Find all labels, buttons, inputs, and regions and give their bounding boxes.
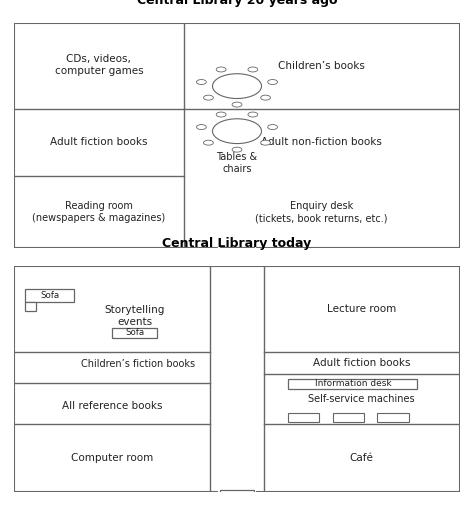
- Text: Self-service machines: Self-service machines: [309, 394, 415, 404]
- Text: Adult fiction books: Adult fiction books: [313, 358, 410, 368]
- Text: Sofa: Sofa: [40, 291, 59, 300]
- Text: Café: Café: [350, 453, 374, 463]
- Text: Children’s fiction books: Children’s fiction books: [81, 359, 195, 369]
- Text: Lecture room: Lecture room: [327, 304, 396, 314]
- Text: CDs, videos,
computer games: CDs, videos, computer games: [55, 54, 143, 75]
- Circle shape: [203, 140, 213, 145]
- Circle shape: [212, 119, 262, 143]
- Circle shape: [197, 124, 206, 130]
- Text: Storytelling
events: Storytelling events: [104, 305, 164, 327]
- Text: Tables &
chairs: Tables & chairs: [217, 152, 257, 174]
- Text: Reading room
(newspapers & magazines): Reading room (newspapers & magazines): [32, 202, 165, 223]
- Bar: [288, 413, 319, 422]
- Text: Computer room: Computer room: [71, 453, 154, 463]
- Circle shape: [261, 95, 271, 100]
- Circle shape: [248, 112, 258, 117]
- Text: Information desk: Information desk: [315, 379, 391, 389]
- Circle shape: [197, 79, 206, 84]
- Circle shape: [232, 102, 242, 107]
- Bar: [112, 328, 157, 338]
- Circle shape: [212, 74, 262, 98]
- Bar: [220, 490, 254, 494]
- Circle shape: [216, 67, 226, 72]
- Text: All reference books: All reference books: [62, 401, 163, 411]
- Circle shape: [261, 140, 271, 145]
- Text: Enquiry desk
(tickets, book returns, etc.): Enquiry desk (tickets, book returns, etc…: [255, 202, 388, 223]
- Bar: [25, 302, 36, 311]
- Circle shape: [268, 124, 277, 130]
- Circle shape: [216, 112, 226, 117]
- Circle shape: [248, 67, 258, 72]
- Text: Children’s books: Children’s books: [278, 61, 365, 71]
- Bar: [220, 247, 254, 251]
- Circle shape: [232, 147, 242, 152]
- Text: Central Library 20 years ago: Central Library 20 years ago: [137, 0, 337, 7]
- Circle shape: [203, 95, 213, 100]
- Bar: [377, 413, 409, 422]
- Text: Adult non-fiction books: Adult non-fiction books: [261, 137, 382, 147]
- Bar: [333, 413, 364, 422]
- Text: Adult fiction books: Adult fiction books: [50, 137, 147, 147]
- Text: Entrance: Entrance: [214, 271, 260, 281]
- Circle shape: [268, 79, 277, 84]
- Text: Sofa: Sofa: [125, 328, 144, 337]
- Bar: [288, 379, 418, 389]
- Text: Central Library today: Central Library today: [163, 238, 311, 250]
- Bar: [25, 289, 74, 302]
